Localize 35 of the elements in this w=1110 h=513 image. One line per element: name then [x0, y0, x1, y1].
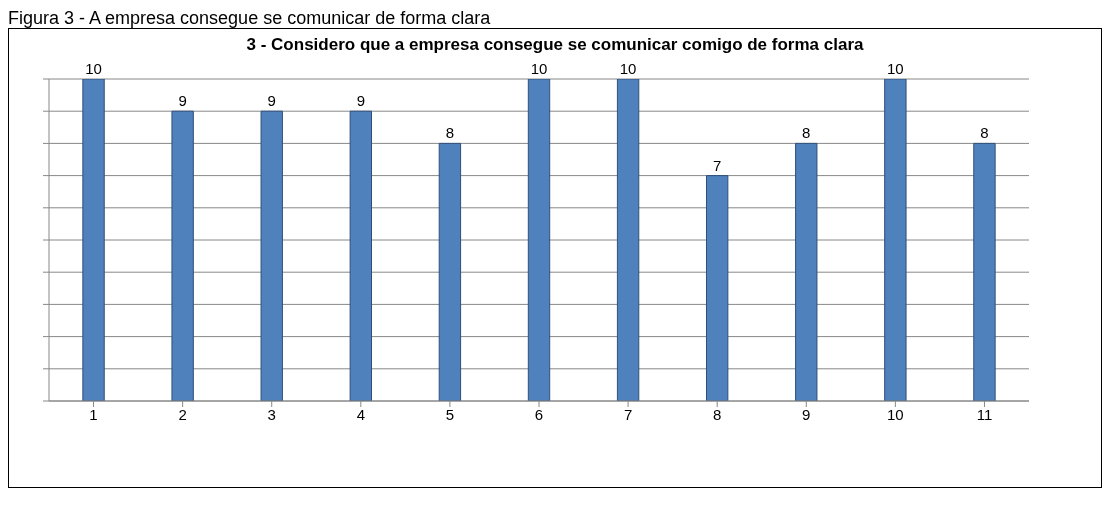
- data-label: 8: [980, 124, 989, 142]
- data-label: 9: [178, 92, 187, 110]
- data-label: 7: [713, 156, 722, 174]
- data-label: 9: [356, 92, 365, 110]
- bar: [171, 110, 194, 401]
- data-label: 9: [267, 92, 276, 110]
- x-tick-label: 5: [445, 405, 455, 423]
- bar: [438, 142, 462, 401]
- bar: [884, 79, 907, 401]
- chart-title: 3 - Considero que a empresa consegue se comunicar comigo de forma clara: [245, 35, 865, 55]
- x-tick-label: 3: [267, 405, 276, 423]
- bar: [82, 79, 105, 401]
- text: Figura 3 - A empresa consegue se comunicar de forma clara: [8, 8, 492, 28]
- bar: [973, 142, 996, 401]
- x-tick-label: 7: [623, 405, 633, 423]
- bar: [705, 175, 729, 401]
- x-tick-label: 11: [976, 405, 993, 423]
- bar: [260, 110, 283, 401]
- bar: [349, 110, 373, 401]
- data-label: 8: [445, 124, 455, 142]
- bar: [527, 79, 551, 401]
- data-label: 10: [619, 60, 637, 77]
- bar: [616, 79, 640, 401]
- x-tick-label: 6: [534, 405, 544, 423]
- x-tick-label: 8: [713, 405, 722, 423]
- data-label: 10: [887, 60, 904, 77]
- bar: [795, 142, 818, 401]
- data-label: 8: [802, 124, 811, 142]
- x-tick-label: 1: [89, 405, 98, 423]
- x-tick-label: 10: [887, 405, 904, 423]
- data-label: 10: [530, 60, 548, 77]
- x-tick-label: 2: [178, 405, 187, 423]
- data-label: 10: [85, 60, 102, 77]
- x-tick-label: 9: [802, 405, 811, 423]
- x-tick-label: 4: [356, 405, 365, 423]
